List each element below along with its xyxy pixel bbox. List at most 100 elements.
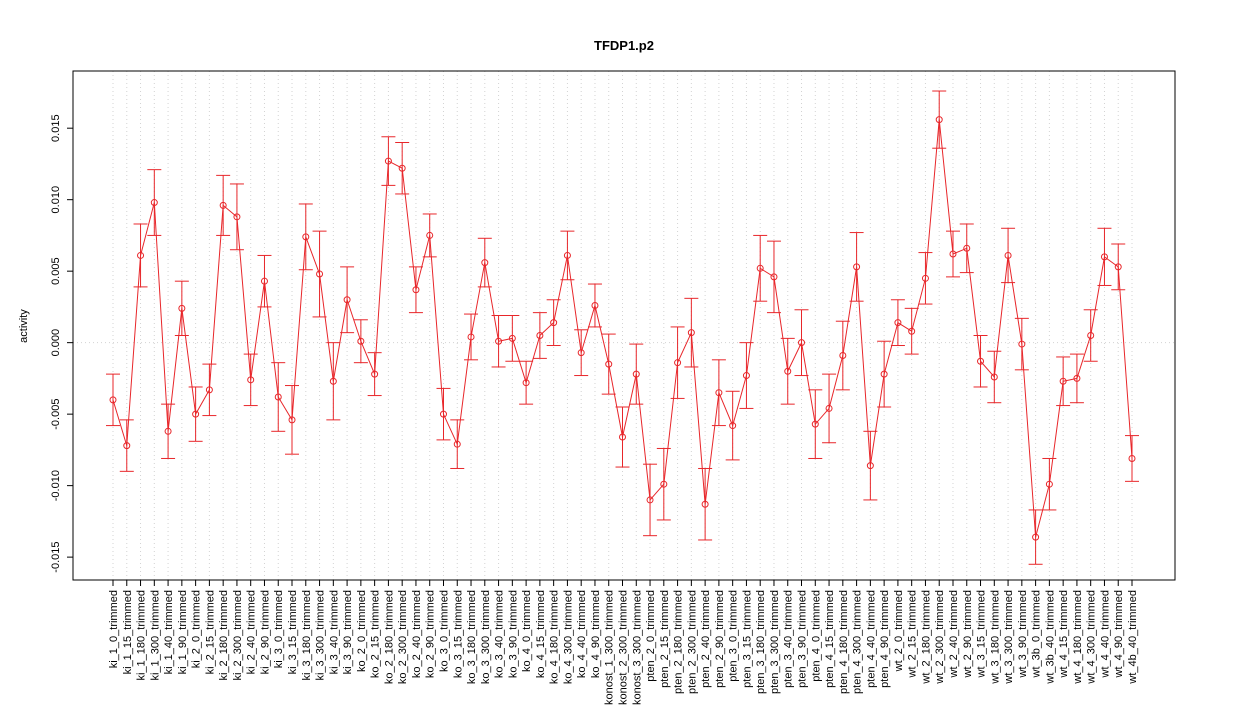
data-point [426,231,434,239]
data-point [109,396,117,404]
data-point [756,264,764,272]
error-bar [312,230,327,318]
error-bar [670,326,685,399]
data-point [439,410,447,418]
error-bar [656,447,671,521]
x-tick-label: wt_3_15_trimmed [976,590,988,678]
data-point [467,333,475,341]
x-tick-label: pten_2_300_trimmed [686,590,698,694]
x-tick-label: ki_3_90_trimmed [342,590,354,674]
error-bar [464,313,479,361]
error-bar [147,169,162,236]
error-bar [298,203,313,271]
data-point [729,422,737,430]
error-bar [188,386,203,442]
data-point [632,370,640,378]
data-point [522,379,530,387]
x-tick-label: ko_4_300_trimmed [562,590,574,684]
x-tick-label: pten_4_15_trimmed [824,590,836,688]
y-tick-label: 0.005 [50,257,62,285]
x-tick-label: ko_4_15_trimmed [535,590,547,678]
data-point [949,250,957,258]
x-tick-label: ki_2_90_trimmed [259,590,271,674]
data-point [260,277,268,285]
x-tick-label: ki_1_300_trimmed [149,590,161,681]
x-tick-label: ki_3_300_trimmed [315,590,327,681]
error-bar [532,312,547,359]
error-bar [395,141,410,195]
data-point [853,263,861,271]
error-bar [932,90,947,149]
error-bar [174,280,189,337]
x-tick-label: wt_2_180_trimmed [920,590,932,685]
x-tick-label: konost_2_300_trimmed [618,590,630,705]
error-bar [973,335,988,388]
x-tick-label: ko_2_180_trimmed [383,590,395,684]
error-bar [794,309,809,377]
x-tick-label: ko_3_90_trimmed [507,590,519,678]
error-bar [519,360,534,405]
x-tick-label: pten_2_15_trimmed [659,590,671,688]
error-bar [1028,509,1043,565]
error-bar [1056,356,1071,407]
data-point [660,480,668,488]
x-tick-label: pten_4_90_trimmed [879,590,891,688]
data-point [990,373,998,381]
data-point [398,164,406,172]
error-bar [877,340,892,408]
error-bar [711,359,726,427]
x-tick-label: wt_4_40_trimmed [1099,590,1111,678]
error-bar [959,223,974,274]
x-tick-label: wt_3b_40_trimmed [1044,590,1056,685]
x-tick-label: wt_3_180_trimmed [989,590,1001,685]
error-bar [615,406,630,468]
x-tick-label: ko_3_0_trimmed [438,590,450,672]
error-bar [381,136,396,186]
error-bar [601,333,616,395]
error-bar [229,183,244,251]
x-tick-label: wt_4b_40_trimmed [1127,590,1139,685]
error-bar [436,387,451,441]
x-tick-label: ki_1_90_trimmed [177,590,189,674]
x-tick-label: wt_2_40_trimmed [948,590,960,678]
error-bar [629,343,644,405]
data-point [784,367,792,375]
x-tick-label: wt_4_90_trimmed [1113,590,1125,678]
data-point [687,329,695,337]
error-bar [202,363,217,417]
x-tick-label: pten_3_300_trimmed [769,590,781,694]
x-tick-label: wt_2_300_trimmed [934,590,946,685]
x-tick-label: ki_3_40_trimmed [328,590,340,674]
error-bar [546,299,561,347]
data-point [1059,377,1067,385]
data-point [674,359,682,367]
data-point [825,404,833,412]
x-tick-label: wt_4_180_trimmed [1072,590,1084,685]
data-point [329,377,337,385]
error-bar [987,350,1002,404]
data-point [481,259,489,267]
error-bar [353,319,368,364]
error-bar [491,314,506,368]
data-point [316,270,324,278]
data-point [770,273,778,281]
error-bar [835,320,850,391]
data-point [1018,340,1026,348]
error-bar [904,307,919,355]
x-tick-label: ko_2_0_trimmed [356,590,368,672]
x-tick-label: ki_2_40_trimmed [246,590,258,674]
x-tick-label: ki_2_300_trimmed [232,590,244,681]
error-bar [1125,435,1139,482]
data-point [1073,374,1081,382]
data-point [192,410,200,418]
x-tick-label: wt_4_15_trimmed [1058,590,1070,678]
error-bar [216,174,231,236]
x-tick-label: ko_2_90_trimmed [425,590,437,678]
x-tick-label: ko_3_180_trimmed [466,590,478,684]
data-point [963,244,971,252]
y-tick-label: 0.000 [50,329,62,357]
data-point [343,296,351,304]
error-bar [822,373,837,444]
x-tick-label: pten_2_0_trimmed [645,590,657,682]
